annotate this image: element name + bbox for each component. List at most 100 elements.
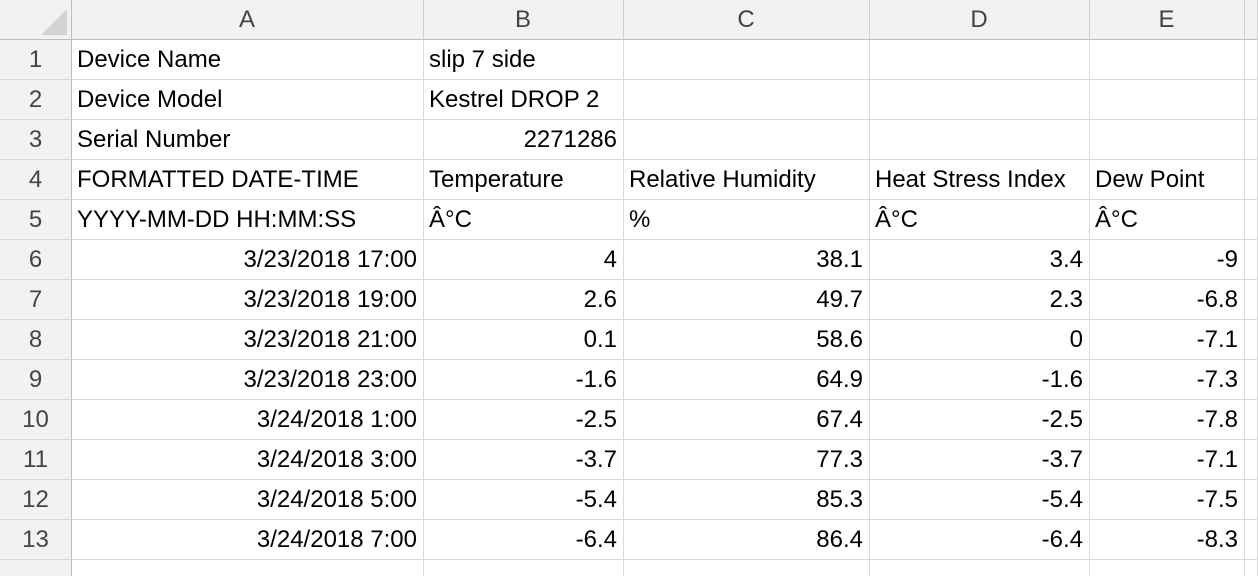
cell-b7[interactable]: 2.6 [424, 280, 624, 320]
cell-f-partial[interactable] [1245, 80, 1258, 120]
cell-f-partial[interactable] [1245, 200, 1258, 240]
cell-c5[interactable]: % [624, 200, 870, 240]
cell-b5[interactable]: Â°C [424, 200, 624, 240]
cell-f-partial[interactable] [1245, 120, 1258, 160]
row-header[interactable]: 9 [0, 360, 72, 400]
cell-c6[interactable]: 38.1 [624, 240, 870, 280]
cell-f-partial[interactable] [1245, 400, 1258, 440]
cell-c1[interactable] [624, 40, 870, 80]
cell-a10[interactable]: 3/24/2018 1:00 [72, 400, 424, 440]
cell-f-partial[interactable] [1245, 40, 1258, 80]
column-header-f-partial[interactable] [1245, 0, 1258, 40]
cell-e11[interactable]: -7.1 [1090, 440, 1245, 480]
cell-d11[interactable]: -3.7 [870, 440, 1090, 480]
cell-b10[interactable]: -2.5 [424, 400, 624, 440]
column-header-d[interactable]: D [870, 0, 1090, 40]
cell-d12[interactable]: -5.4 [870, 480, 1090, 520]
cell-e1[interactable] [1090, 40, 1245, 80]
cell-b13[interactable]: -6.4 [424, 520, 624, 560]
column-header-e[interactable]: E [1090, 0, 1245, 40]
row-header[interactable]: 6 [0, 240, 72, 280]
cell-c4[interactable]: Relative Humidity [624, 160, 870, 200]
row-header[interactable]: 12 [0, 480, 72, 520]
cell-b1[interactable]: slip 7 side [424, 40, 624, 80]
cell-a5[interactable]: YYYY-MM-DD HH:MM:SS [72, 200, 424, 240]
cell-c9[interactable]: 64.9 [624, 360, 870, 400]
row-header[interactable]: 8 [0, 320, 72, 360]
cell-d10[interactable]: -2.5 [870, 400, 1090, 440]
cell-f-partial[interactable] [1245, 280, 1258, 320]
cell-d13[interactable]: -6.4 [870, 520, 1090, 560]
cell-bx[interactable] [424, 560, 624, 576]
cell-d2[interactable] [870, 80, 1090, 120]
cell-a12[interactable]: 3/24/2018 5:00 [72, 480, 424, 520]
cell-f-partial[interactable] [1245, 240, 1258, 280]
cell-e6[interactable]: -9 [1090, 240, 1245, 280]
cell-e2[interactable] [1090, 80, 1245, 120]
cell-e7[interactable]: -6.8 [1090, 280, 1245, 320]
cell-a9[interactable]: 3/23/2018 23:00 [72, 360, 424, 400]
cell-a7[interactable]: 3/23/2018 19:00 [72, 280, 424, 320]
cell-a6[interactable]: 3/23/2018 17:00 [72, 240, 424, 280]
row-header[interactable]: 10 [0, 400, 72, 440]
cell-a2[interactable]: Device Model [72, 80, 424, 120]
cell-f-partial[interactable] [1245, 520, 1258, 560]
cell-f-partial[interactable] [1245, 480, 1258, 520]
cell-c11[interactable]: 77.3 [624, 440, 870, 480]
row-header[interactable] [0, 560, 72, 576]
cell-c2[interactable] [624, 80, 870, 120]
cell-e10[interactable]: -7.8 [1090, 400, 1245, 440]
cell-f-partial[interactable] [1245, 440, 1258, 480]
cell-c3[interactable] [624, 120, 870, 160]
cell-e12[interactable]: -7.5 [1090, 480, 1245, 520]
cell-d7[interactable]: 2.3 [870, 280, 1090, 320]
cell-b8[interactable]: 0.1 [424, 320, 624, 360]
cell-a13[interactable]: 3/24/2018 7:00 [72, 520, 424, 560]
cell-e13[interactable]: -8.3 [1090, 520, 1245, 560]
cell-dx[interactable] [870, 560, 1090, 576]
cell-ex[interactable] [1090, 560, 1245, 576]
row-header[interactable]: 11 [0, 440, 72, 480]
cell-c12[interactable]: 85.3 [624, 480, 870, 520]
cell-f-partial[interactable] [1245, 360, 1258, 400]
cell-d1[interactable] [870, 40, 1090, 80]
cell-a8[interactable]: 3/23/2018 21:00 [72, 320, 424, 360]
cell-c7[interactable]: 49.7 [624, 280, 870, 320]
row-header[interactable]: 7 [0, 280, 72, 320]
cell-d8[interactable]: 0 [870, 320, 1090, 360]
cell-d3[interactable] [870, 120, 1090, 160]
cell-e4[interactable]: Dew Point [1090, 160, 1245, 200]
cell-ax[interactable] [72, 560, 424, 576]
cell-a11[interactable]: 3/24/2018 3:00 [72, 440, 424, 480]
cell-f-partial[interactable] [1245, 320, 1258, 360]
cell-d9[interactable]: -1.6 [870, 360, 1090, 400]
cell-cx[interactable] [624, 560, 870, 576]
cell-b3[interactable]: 2271286 [424, 120, 624, 160]
cell-c8[interactable]: 58.6 [624, 320, 870, 360]
cell-b11[interactable]: -3.7 [424, 440, 624, 480]
cell-b2[interactable]: Kestrel DROP 2 [424, 80, 624, 120]
cell-d5[interactable]: Â°C [870, 200, 1090, 240]
cell-b9[interactable]: -1.6 [424, 360, 624, 400]
cell-f-partial[interactable] [1245, 160, 1258, 200]
cell-b4[interactable]: Temperature [424, 160, 624, 200]
row-header[interactable]: 13 [0, 520, 72, 560]
column-header-b[interactable]: B [424, 0, 624, 40]
column-header-a[interactable]: A [72, 0, 424, 40]
row-header[interactable]: 5 [0, 200, 72, 240]
cell-d6[interactable]: 3.4 [870, 240, 1090, 280]
column-header-c[interactable]: C [624, 0, 870, 40]
cell-a3[interactable]: Serial Number [72, 120, 424, 160]
cell-c10[interactable]: 67.4 [624, 400, 870, 440]
cell-a4[interactable]: FORMATTED DATE-TIME [72, 160, 424, 200]
cell-e5[interactable]: Â°C [1090, 200, 1245, 240]
cell-e9[interactable]: -7.3 [1090, 360, 1245, 400]
cell-e8[interactable]: -7.1 [1090, 320, 1245, 360]
row-header[interactable]: 3 [0, 120, 72, 160]
cell-b6[interactable]: 4 [424, 240, 624, 280]
cell-f-partial[interactable] [1245, 560, 1258, 576]
row-header[interactable]: 2 [0, 80, 72, 120]
row-header[interactable]: 4 [0, 160, 72, 200]
select-all-button[interactable] [0, 0, 72, 40]
cell-b12[interactable]: -5.4 [424, 480, 624, 520]
